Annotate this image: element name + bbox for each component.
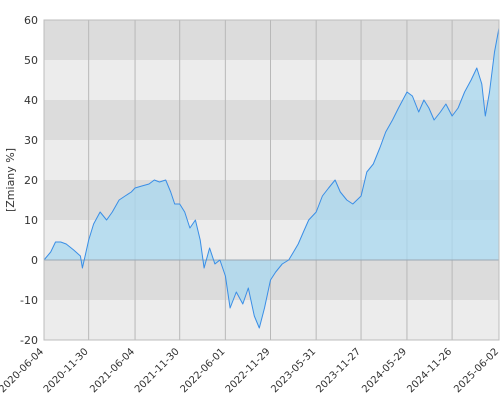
x-tick-label: 2021-06-04 <box>88 346 137 395</box>
y-tick-label: 10 <box>24 214 38 227</box>
y-axis-label: [Zmiany %] <box>4 148 17 212</box>
grid-band <box>44 20 499 60</box>
x-tick-label: 2022-11-29 <box>224 346 273 395</box>
x-tick-label: 2021-11-30 <box>133 346 182 395</box>
x-tick-label: 2025-06-02 <box>452 346 500 395</box>
y-tick-label: 60 <box>24 14 38 27</box>
y-tick-label: -20 <box>20 334 38 347</box>
grid-band <box>44 60 499 100</box>
x-tick-label: 2024-05-29 <box>360 346 409 395</box>
y-tick-label: 40 <box>24 94 38 107</box>
y-tick-label: 20 <box>24 174 38 187</box>
series-area <box>44 28 499 328</box>
x-tick-label: 2020-06-04 <box>0 346 46 395</box>
series-line <box>43 27 500 329</box>
grid-band <box>44 300 499 340</box>
y-tick-label: 0 <box>31 254 38 267</box>
x-tick-label: 2022-06-01 <box>179 346 228 395</box>
x-tick-label: 2023-05-31 <box>269 346 318 395</box>
x-tick-label: 2020-11-30 <box>42 346 91 395</box>
y-tick-label: 50 <box>24 54 38 67</box>
y-tick-label: 30 <box>24 134 38 147</box>
x-tick-label: 2024-11-26 <box>405 346 454 395</box>
y-tick-label: -10 <box>20 294 38 307</box>
plot-border <box>43 19 500 341</box>
x-tick-label: 2023-11-27 <box>314 346 363 395</box>
